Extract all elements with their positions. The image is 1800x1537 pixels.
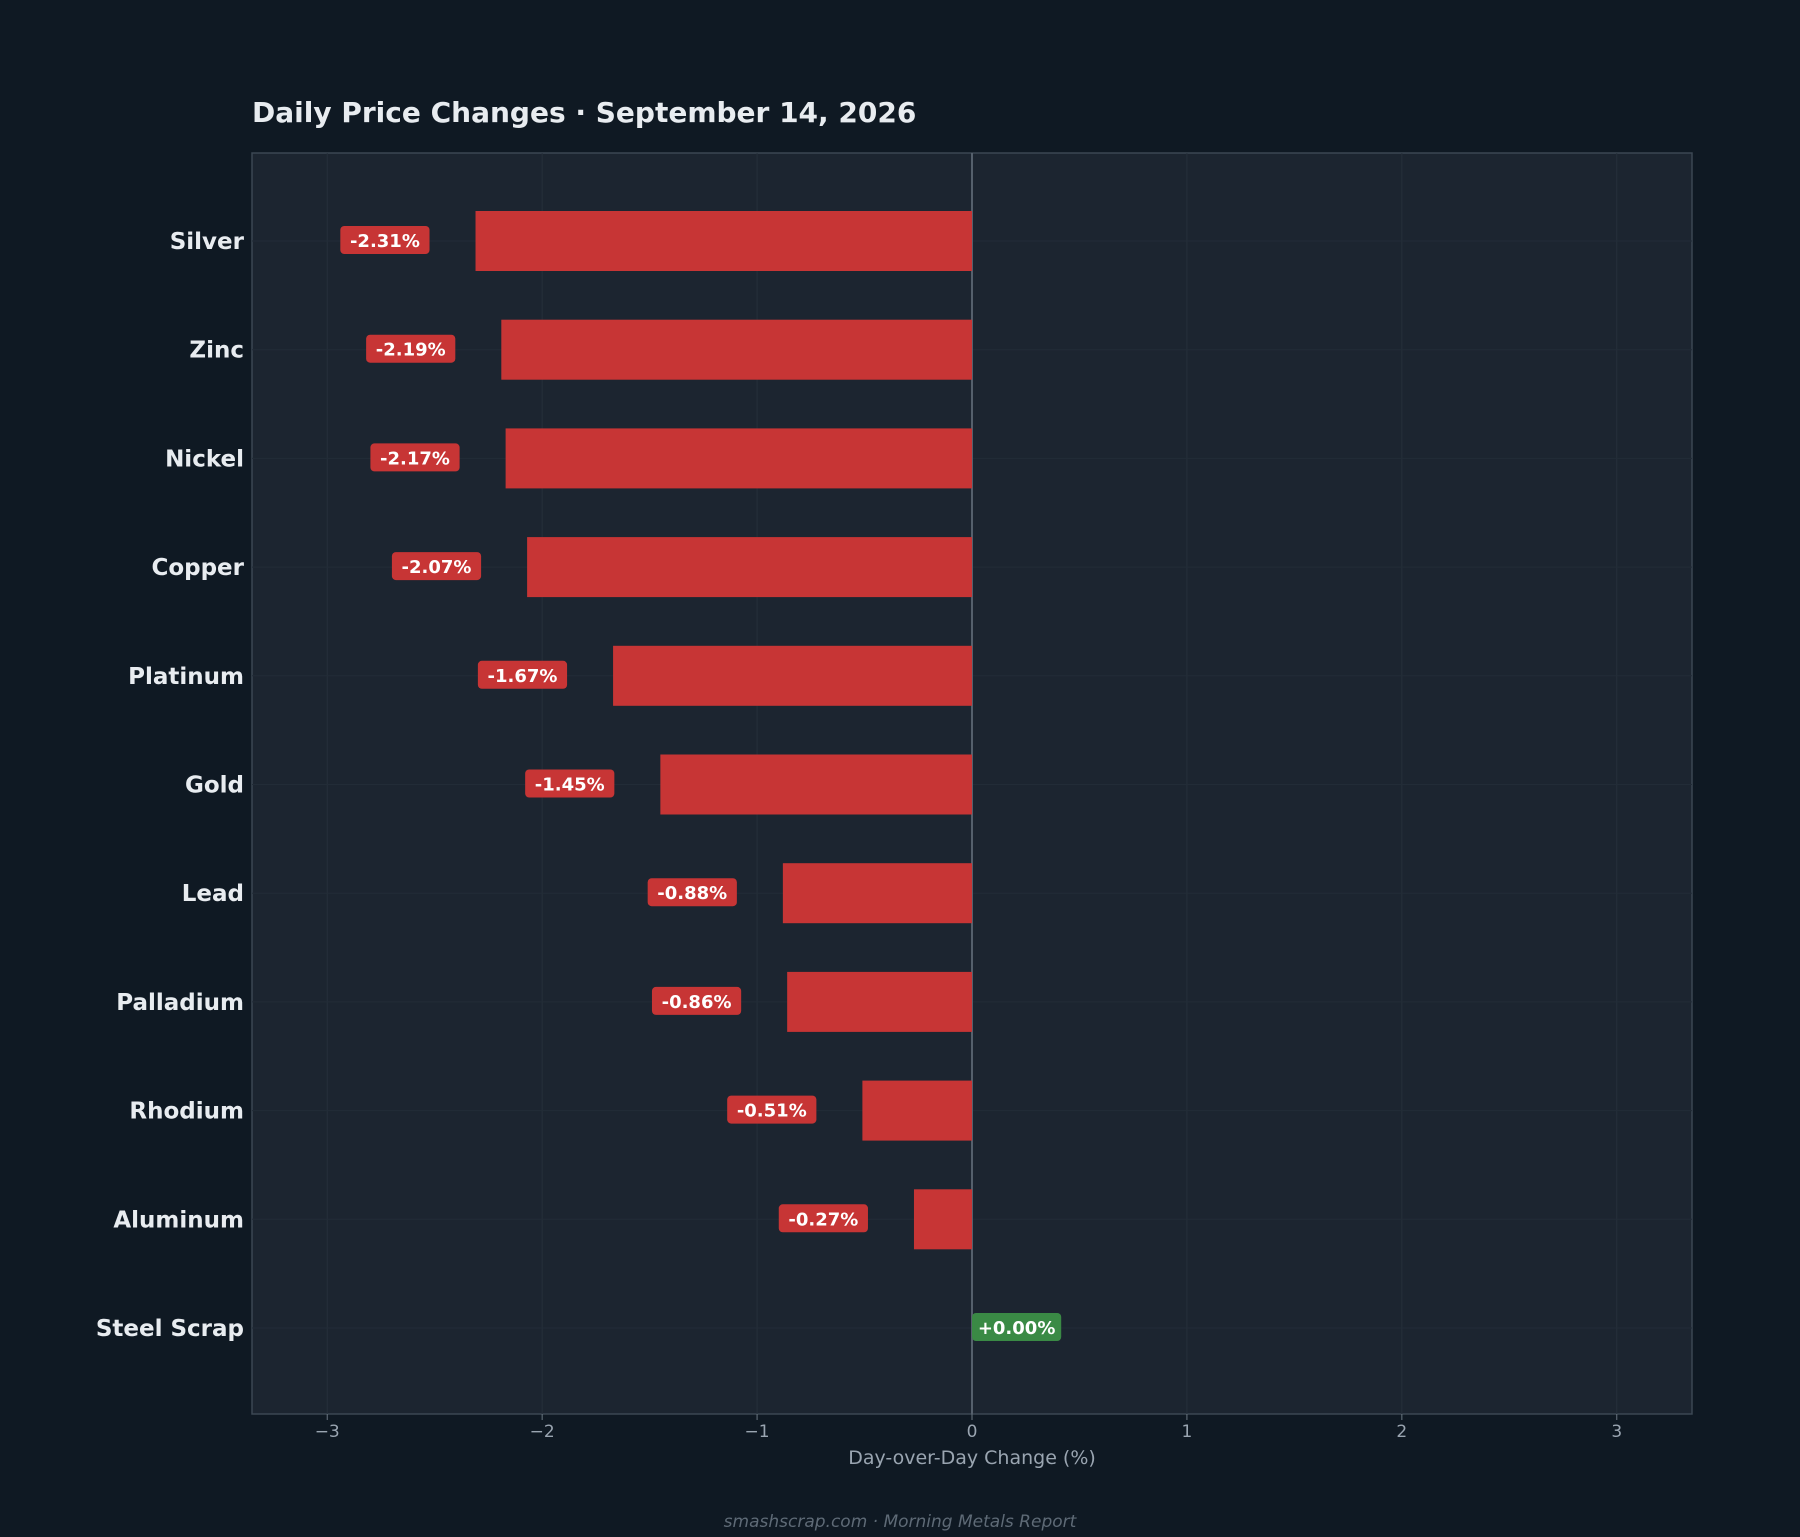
value-label-text: -2.17% — [380, 448, 450, 469]
bar — [782, 863, 972, 924]
bars-group — [475, 211, 972, 1250]
category-label: Silver — [170, 229, 245, 255]
value-label: -0.86% — [651, 986, 742, 1015]
value-label: -2.31% — [340, 226, 430, 254]
bar — [527, 537, 972, 598]
value-label-box — [651, 986, 742, 1015]
x-tick-labels-group: −3 −2 −1 0 1 2 3 — [315, 1414, 1622, 1442]
bar — [862, 1080, 972, 1141]
bar — [475, 211, 972, 271]
value-label-box — [727, 1095, 817, 1124]
x-tick-label: 2 — [1396, 1422, 1407, 1442]
value-label-text: -2.31% — [350, 231, 420, 252]
value-label-box — [391, 552, 482, 581]
value-label-box — [525, 769, 615, 798]
x-tick-label: 1 — [1182, 1422, 1193, 1442]
value-label: -0.88% — [647, 878, 737, 907]
category-label: Palladium — [116, 990, 244, 1016]
category-label: Copper — [151, 555, 244, 581]
bar — [913, 1189, 972, 1250]
category-label: Steel Scrap — [96, 1316, 244, 1342]
bar — [787, 971, 972, 1032]
value-label-text: -2.19% — [376, 340, 446, 361]
value-label-box — [972, 1313, 1062, 1341]
value-label-text: -0.86% — [662, 992, 732, 1013]
x-axis-label: Day-over-Day Change (%) — [848, 1447, 1096, 1469]
category-label: Gold — [185, 773, 244, 799]
value-label: -1.45% — [525, 769, 615, 798]
value-labels-group: -2.31% -2.19% -2.17% -2.07% -1.67% -1.45% -0.8… — [340, 226, 1062, 1341]
x-tick-label: −2 — [530, 1422, 555, 1442]
category-label: Lead — [182, 881, 244, 907]
value-label-box — [647, 878, 737, 907]
value-label-text: -2.07% — [402, 557, 472, 578]
category-labels-group: Silver Zinc Nickel Copper Platinum Gold Lead Pa… — [96, 229, 245, 1342]
bar — [613, 645, 972, 706]
value-label: +0.00% — [972, 1313, 1062, 1341]
category-label: Nickel — [165, 446, 244, 472]
value-label: -2.07% — [391, 552, 482, 581]
value-label-text: +0.00% — [978, 1318, 1056, 1339]
category-label: Aluminum — [113, 1207, 244, 1233]
bar — [501, 319, 972, 380]
value-label: -2.19% — [366, 334, 456, 363]
category-label: Platinum — [128, 664, 244, 690]
value-label: -0.27% — [778, 1204, 868, 1233]
value-label-text: -1.45% — [535, 775, 605, 796]
x-tick-label: −1 — [745, 1422, 770, 1442]
value-label-box — [477, 660, 568, 689]
value-label-box — [366, 334, 456, 363]
footer-credit: smashscrap.com · Morning Metals Report — [724, 1512, 1078, 1532]
value-label: -2.17% — [370, 443, 460, 472]
value-label-text: -0.88% — [657, 883, 727, 904]
value-label-box — [340, 226, 430, 254]
value-label: -0.51% — [727, 1095, 817, 1124]
value-label-text: -0.27% — [788, 1209, 858, 1230]
category-label: Rhodium — [129, 1099, 244, 1125]
value-label-text: -0.51% — [737, 1101, 807, 1122]
bar — [505, 428, 972, 489]
chart-title: Daily Price Changes · September 14, 2026 — [252, 96, 916, 129]
value-label: -1.67% — [477, 660, 568, 689]
x-tick-label: 0 — [967, 1422, 978, 1442]
x-tick-label: −3 — [315, 1422, 340, 1442]
value-label-text: -1.67% — [488, 666, 558, 687]
value-label-box — [778, 1204, 868, 1233]
bar — [660, 754, 972, 815]
value-label-box — [370, 443, 460, 472]
x-tick-label: 3 — [1611, 1422, 1622, 1442]
category-label: Zinc — [189, 338, 244, 364]
